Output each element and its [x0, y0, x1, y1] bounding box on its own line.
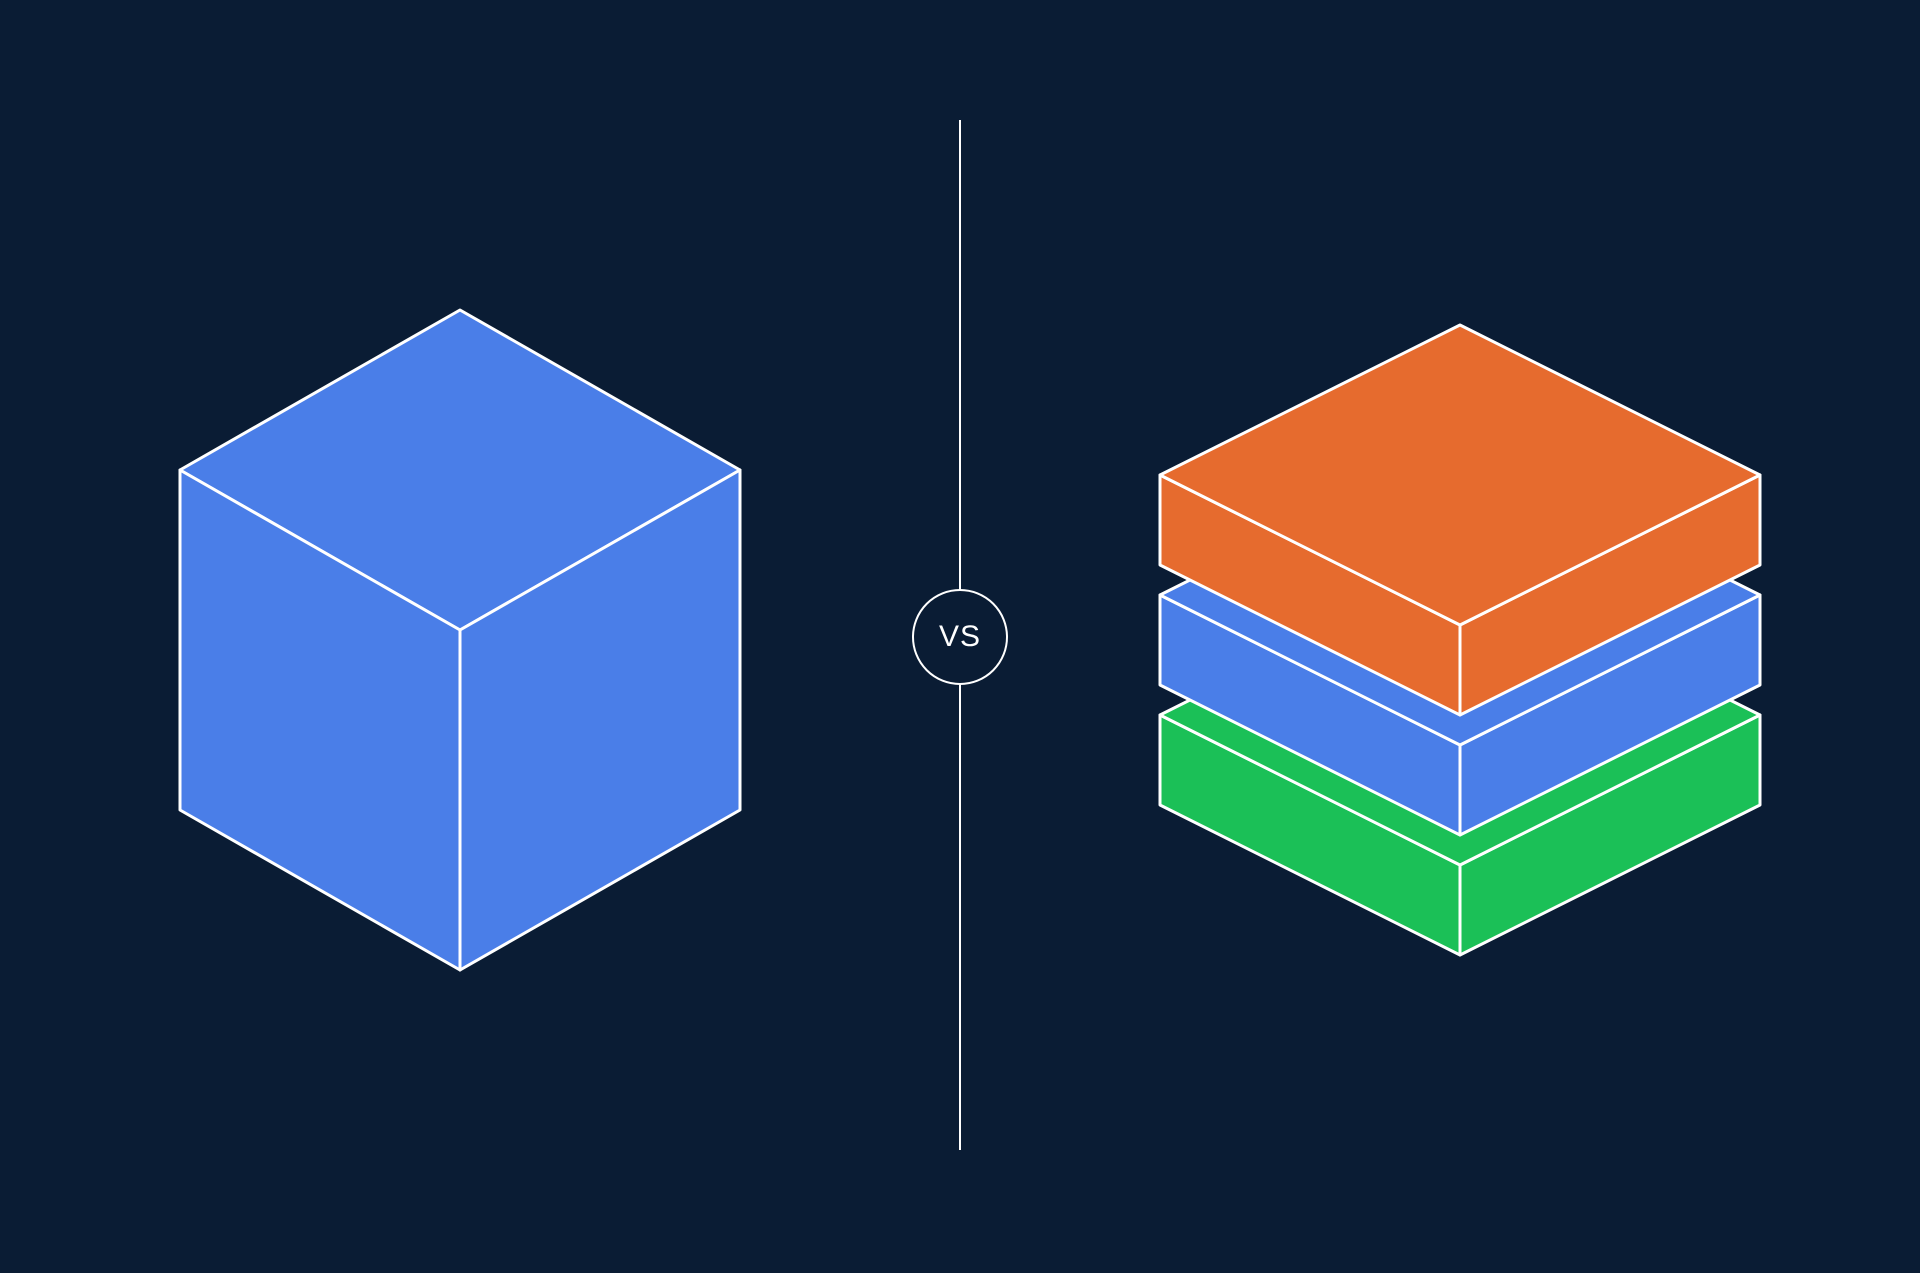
- vs-label: VS: [939, 620, 981, 654]
- stack-svg: [1154, 319, 1766, 961]
- monolith-cube: [174, 304, 746, 981]
- layered-stack: [1154, 319, 1766, 966]
- cube-svg: [174, 304, 746, 976]
- vs-badge: VS: [912, 589, 1008, 685]
- comparison-diagram: VS: [0, 0, 1920, 1273]
